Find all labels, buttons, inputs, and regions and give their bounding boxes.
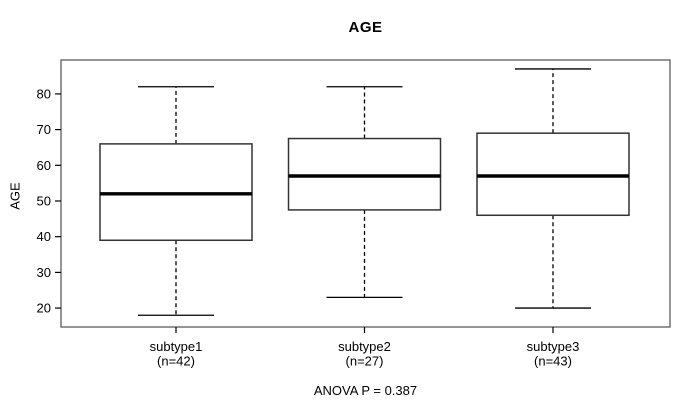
chart-title: AGE	[348, 19, 383, 36]
category-sublabel: (n=27)	[346, 354, 384, 369]
iqr-box	[476, 132, 630, 217]
category-label: subtype1	[150, 339, 203, 354]
y-tick-label: 70	[37, 122, 51, 137]
category-sublabel: (n=43)	[534, 354, 572, 369]
plot-frame	[60, 59, 671, 328]
y-tick-label: 30	[37, 265, 51, 280]
anova-annotation: ANOVA P = 0.387	[313, 383, 418, 398]
y-tick-label: 20	[37, 301, 51, 316]
category-sublabel: (n=42)	[157, 354, 195, 369]
iqr-box	[287, 137, 442, 211]
iqr-box	[99, 143, 253, 242]
y-tick-label: 40	[37, 229, 51, 244]
category-label: subtype3	[527, 339, 580, 354]
y-tick-label: 50	[37, 193, 51, 208]
category-label: subtype2	[338, 339, 391, 354]
y-tick-label: 80	[37, 86, 51, 101]
y-tick-label: 60	[37, 158, 51, 173]
